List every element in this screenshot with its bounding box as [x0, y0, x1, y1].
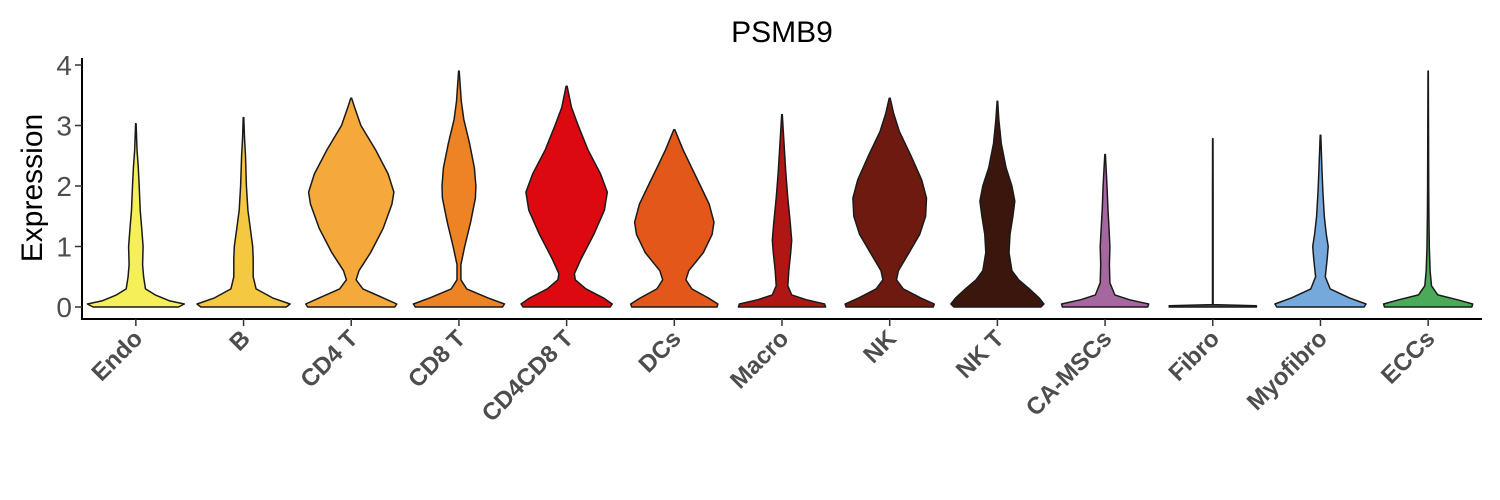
x-tick-label: NK T: [951, 325, 1010, 384]
x-tick-label: CD4CD8 T: [477, 325, 579, 427]
violin-cd4cd8-t: [520, 85, 613, 308]
x-tick-label: CD8 T: [403, 325, 471, 393]
y-axis-ticks: 0 1 2 3 4: [56, 50, 82, 323]
x-tick-label: Macro: [725, 325, 794, 394]
chart-title: PSMB9: [731, 16, 833, 49]
violin-group: [86, 70, 1474, 308]
violin-cd4-t: [304, 97, 398, 308]
y-tick-label: 3: [56, 111, 72, 142]
y-tick-label: 4: [56, 50, 72, 81]
x-tick-label: DCs: [634, 325, 687, 378]
violin-nk-t: [950, 100, 1045, 308]
x-tick-label: Endo: [87, 325, 149, 387]
violin-b: [196, 116, 291, 308]
x-tick-label: NK: [858, 325, 902, 369]
violin-ca-mscs: [1060, 153, 1150, 308]
violin-myofibro: [1274, 134, 1367, 308]
y-axis-label: Expression: [16, 114, 49, 262]
x-axis-ticks: Endo B CD4 T CD8 T CD4CD8 T DCs Macro NK NK T CA-…: [87, 319, 1440, 427]
x-tick-label: CA-MSCs: [1021, 325, 1117, 421]
x-tick-label: ECCs: [1376, 325, 1440, 389]
violin-cd8-t: [412, 70, 506, 308]
violin-macro: [737, 113, 827, 308]
violin-nk: [844, 97, 936, 308]
violin-eccs: [1382, 70, 1474, 308]
x-tick-label: Fibro: [1163, 325, 1225, 387]
violin-dcs: [629, 128, 719, 308]
x-tick-label: B: [224, 325, 255, 356]
violin-fibro: [1168, 138, 1258, 308]
x-tick-label: Myofibro: [1242, 325, 1333, 416]
x-tick-label: CD4 T: [295, 325, 363, 393]
y-tick-label: 0: [56, 292, 72, 323]
y-tick-label: 2: [56, 171, 72, 202]
violin-endo: [86, 122, 186, 308]
y-tick-label: 1: [56, 232, 72, 263]
